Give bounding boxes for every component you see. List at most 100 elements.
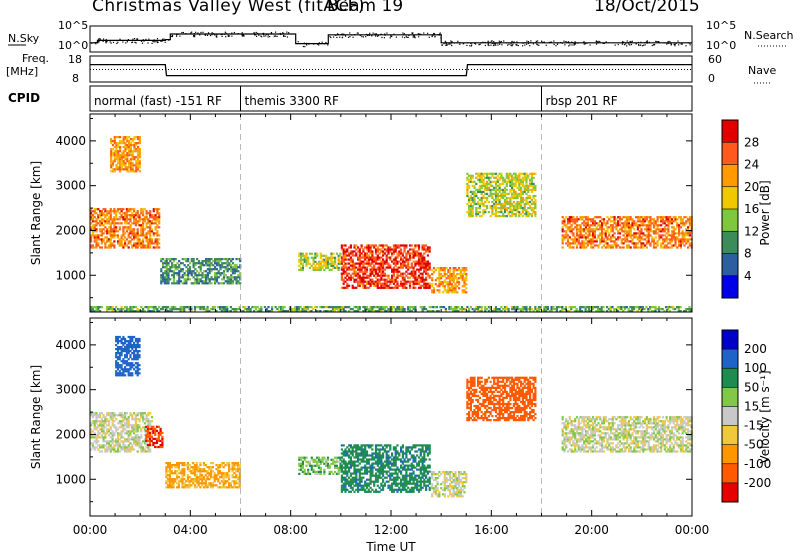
data-cell	[601, 238, 604, 241]
data-cell	[447, 287, 450, 290]
data-cell	[190, 260, 193, 263]
data-cell	[118, 432, 121, 435]
data-cell	[597, 244, 600, 247]
data-cell	[119, 146, 122, 149]
data-cell	[100, 426, 103, 429]
data-cell	[185, 278, 188, 281]
data-cell	[654, 232, 657, 235]
data-cell	[152, 210, 155, 213]
data-cell	[169, 278, 172, 281]
data-cell	[417, 254, 421, 257]
data-cell	[99, 450, 102, 453]
data-cell	[581, 234, 584, 237]
noise-point	[617, 43, 619, 46]
data-cell	[348, 278, 351, 281]
data-cell	[583, 240, 586, 243]
data-cell	[136, 236, 139, 239]
data-cell	[581, 228, 584, 231]
data-cell	[99, 412, 102, 415]
data-cell	[129, 218, 132, 221]
noise-point	[339, 36, 341, 38]
data-cell	[500, 204, 503, 208]
data-cell	[111, 144, 115, 147]
data-cell	[620, 228, 623, 231]
data-cell	[97, 432, 100, 435]
data-cell	[169, 260, 172, 263]
data-cell	[371, 266, 374, 269]
data-cell	[378, 282, 381, 285]
data-cell	[158, 222, 161, 225]
data-cell	[618, 246, 622, 249]
data-cell	[120, 422, 123, 425]
data-cell	[124, 154, 127, 157]
data-cell	[145, 238, 148, 241]
data-cell	[127, 448, 130, 451]
data-cell	[346, 266, 349, 269]
data-cell	[346, 272, 349, 275]
data-cell	[502, 176, 505, 179]
data-cell	[670, 218, 674, 221]
data-cell	[134, 444, 137, 447]
data-cell	[99, 234, 102, 237]
data-cell	[355, 310, 358, 313]
data-cell	[534, 184, 537, 187]
data-cell	[608, 246, 611, 249]
data-cell	[454, 269, 457, 272]
noise-point	[487, 44, 489, 46]
data-cell	[152, 218, 155, 221]
noise-point	[540, 40, 543, 42]
noise-point	[402, 34, 405, 36]
data-cell	[294, 308, 297, 311]
data-cell	[383, 260, 386, 263]
data-cell	[124, 148, 127, 151]
data-cell	[565, 216, 568, 219]
data-cell	[129, 446, 132, 449]
data-cell	[113, 154, 116, 157]
data-cell	[570, 308, 573, 311]
data-cell	[133, 220, 136, 223]
noise-point	[98, 41, 100, 43]
data-cell	[301, 310, 304, 313]
data-cell	[297, 310, 300, 313]
data-cell	[507, 213, 510, 216]
data-cell	[136, 152, 140, 155]
data-cell	[138, 244, 141, 247]
data-cell	[312, 308, 315, 311]
noise-point	[351, 34, 353, 36]
data-cell	[382, 266, 385, 269]
data-cell	[124, 416, 127, 419]
data-cell	[353, 246, 356, 249]
data-cell	[237, 270, 240, 273]
data-cell	[465, 279, 468, 282]
data-cell	[622, 224, 625, 227]
data-cell	[449, 279, 452, 282]
noise-point	[681, 43, 683, 45]
data-cell	[111, 220, 114, 223]
data-cell	[149, 228, 152, 231]
data-cell	[120, 240, 123, 243]
data-cell	[471, 190, 474, 193]
data-cell	[525, 202, 528, 206]
data-cell	[454, 285, 457, 288]
data-cell	[325, 264, 328, 267]
data-cell	[511, 180, 514, 183]
data-cell	[505, 198, 508, 202]
data-cell	[349, 258, 352, 261]
data-cell	[203, 276, 206, 279]
data-cell	[613, 310, 616, 313]
data-cell	[158, 218, 161, 221]
data-cell	[235, 278, 238, 281]
data-cell	[667, 234, 670, 237]
data-cell	[360, 280, 363, 283]
data-cell	[665, 306, 668, 309]
data-cell	[369, 270, 372, 273]
data-cell	[394, 260, 397, 263]
data-cell	[521, 192, 524, 195]
data-cell	[364, 268, 367, 271]
data-cell	[192, 270, 195, 273]
data-cell	[382, 272, 385, 275]
data-cell	[117, 158, 120, 161]
data-cell	[493, 176, 496, 179]
data-cell	[471, 207, 474, 210]
data-cell	[642, 216, 645, 219]
